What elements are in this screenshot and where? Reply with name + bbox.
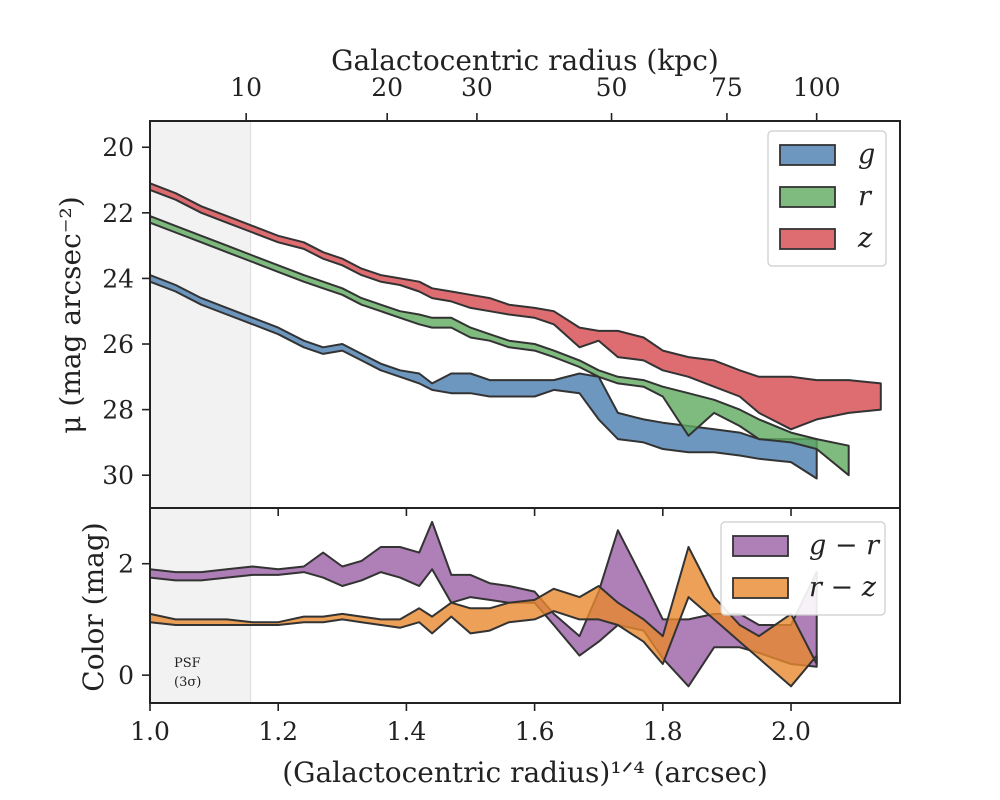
- surface-brightness-legend-label: z: [857, 223, 873, 254]
- color-axes-frame: [149, 507, 901, 704]
- kpc-tick-label: 75: [711, 73, 743, 102]
- x-tick-label: 1.6: [515, 717, 555, 746]
- x-tick-label: 1.2: [258, 717, 298, 746]
- psf-sigma-label: (3σ): [174, 675, 201, 690]
- radius-quarter-power-x-axis-label: (Galactocentric radius)¹ᐟ⁴ (arcsec): [282, 756, 768, 789]
- color-legend-swatch: [732, 577, 789, 599]
- psf-label: PSF: [174, 656, 201, 671]
- color-y-axis-label: Color (mag): [77, 522, 110, 691]
- surface-brightness-legend-label: g: [858, 139, 875, 170]
- kpc-tick-label: 20: [371, 73, 403, 102]
- y-tick-label: 22: [102, 199, 134, 228]
- psf-region-bottom: [150, 508, 251, 703]
- color-band-gr: [149, 520, 818, 688]
- x-tick-label: 2.0: [771, 717, 811, 746]
- x-tick-label: 1.4: [387, 717, 427, 746]
- color-y-tick-label: 0: [118, 661, 134, 690]
- surface-brightness-legend: grz: [767, 130, 887, 267]
- surface-brightness-legend-label: r: [858, 181, 873, 212]
- kpc-tick-label: 100: [793, 73, 841, 102]
- surface-brightness-band-z: [149, 182, 882, 431]
- kpc-tick-label: 10: [230, 73, 262, 102]
- surface-brightness-band-r: [149, 215, 850, 477]
- x-tick-label: 1.8: [643, 717, 683, 746]
- color-legend: g − r r − z: [720, 521, 886, 616]
- surface-brightness-band-g: [149, 274, 818, 480]
- surface-brightness-y-axis-label: μ (mag arcsec⁻²): [54, 196, 87, 433]
- color-legend-label: g − r: [809, 530, 881, 561]
- surface-brightness-legend-swatch: [779, 186, 836, 208]
- color-legend-swatch: [732, 535, 789, 557]
- color-band-rz: [149, 546, 818, 688]
- y-tick-label: 24: [102, 264, 134, 293]
- color-y-tick-label: 2: [118, 550, 134, 579]
- surface-brightness-legend-swatch: [779, 228, 836, 250]
- y-tick-label: 28: [102, 396, 134, 425]
- color-legend-label: r − z: [809, 572, 877, 603]
- surface-brightness-legend-swatch: [779, 144, 836, 166]
- y-tick-label: 20: [102, 133, 134, 162]
- y-tick-label: 26: [102, 330, 134, 359]
- x-tick-label: 1.0: [130, 717, 170, 746]
- surface-brightness-panel: 20 22 24 26 28 30 10 20 30 50 75 100 μ (mag arcsec…: [54, 44, 901, 516]
- galactocentric-radius-kpc-axis-label: Galactocentric radius (kpc): [331, 44, 719, 77]
- color-panel: 0 2 1.0 1.2 1.4 1.6 1.8 2.0 PSF (3σ) Color (ma…: [77, 507, 901, 789]
- kpc-tick-label: 30: [461, 73, 493, 102]
- y-tick-label: 30: [102, 461, 134, 490]
- kpc-tick-label: 50: [596, 73, 628, 102]
